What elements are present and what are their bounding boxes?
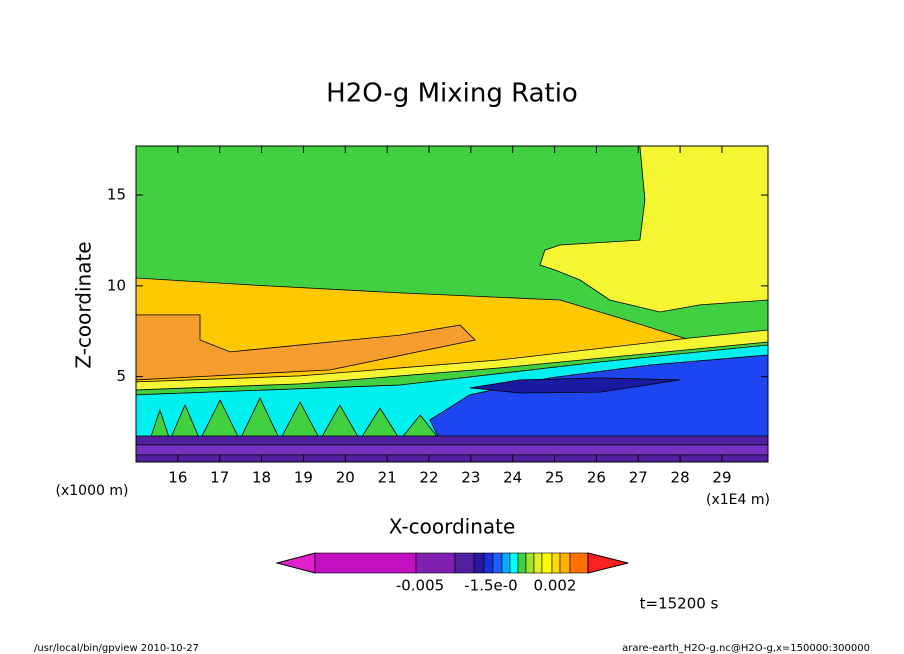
x-tick-label: 22 — [419, 469, 438, 487]
x-tick-label: 25 — [545, 469, 564, 487]
x-tick-label: 23 — [461, 469, 480, 487]
x-tick-label: 28 — [671, 469, 690, 487]
colorbar-segment — [569, 552, 589, 574]
chart-title: H2O-g Mixing Ratio — [326, 79, 578, 109]
x-tick-label: 16 — [168, 469, 187, 487]
colorbar-segment — [533, 552, 543, 574]
contour-region — [135, 444, 769, 456]
x-tick-label: 27 — [629, 469, 648, 487]
x-tick-label: 24 — [503, 469, 522, 487]
x-tick-label: 20 — [336, 469, 355, 487]
colorbar-segment — [517, 552, 527, 574]
x-tick-label: 26 — [587, 469, 606, 487]
y-axis-label: Z-coordinate — [72, 241, 96, 368]
y-tick-label: 5 — [116, 367, 126, 385]
contour-region — [469, 377, 681, 394]
x-unit-label: (x1E4 m) — [706, 492, 770, 508]
colorbar-segment — [559, 552, 571, 574]
contour-region — [135, 314, 476, 381]
colorbar-label: -1.5e-0 — [464, 577, 517, 595]
colorbar-segment — [483, 552, 494, 574]
footer-left: /usr/local/bin/gpview 2010-10-27 — [34, 643, 199, 654]
colorbar-label: 0.002 — [534, 577, 577, 595]
colorbar-segment — [501, 552, 511, 574]
y-tick-label: 15 — [107, 186, 126, 204]
colorbar-segment — [541, 552, 553, 574]
colorbar-segment — [454, 552, 475, 574]
colorbar-segment — [525, 552, 535, 574]
colorbar-label: -0.005 — [396, 577, 444, 595]
contour-region — [539, 145, 769, 313]
x-tick-label: 17 — [210, 469, 229, 487]
x-tick-label: 29 — [712, 469, 731, 487]
footer-right: arare-earth_H2O-g.nc@H2O-g,x=150000:3000… — [622, 643, 870, 654]
plot-frame — [135, 145, 769, 463]
x-tick-label: 19 — [294, 469, 313, 487]
colorbar: -0.005 -1.5e-0 0.002 — [275, 552, 629, 595]
time-label: t=15200 s — [640, 595, 719, 613]
colorbar-segment — [473, 552, 485, 574]
x-tick-label: 21 — [378, 469, 397, 487]
colorbar-segment — [492, 552, 503, 574]
y-tick-label: 10 — [107, 276, 126, 294]
colorbar-segment — [314, 552, 417, 574]
colorbar-segment — [509, 552, 519, 574]
x-axis-label: X-coordinate — [389, 515, 516, 539]
y-unit-label: (x1000 m) — [56, 483, 129, 499]
x-tick-label: 18 — [252, 469, 271, 487]
colorbar-segment — [415, 552, 456, 574]
plot-area: 16 17 18 19 20 21 22 23 24 25 26 27 28 29 5 10 15 — [107, 145, 769, 487]
colorbar-segment — [551, 552, 561, 574]
colorbar-over — [587, 552, 629, 574]
